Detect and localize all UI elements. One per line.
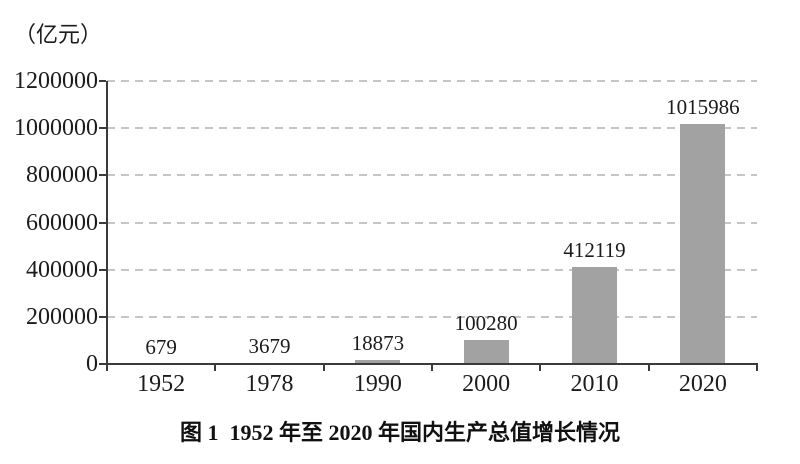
x-tick-mark-0 [106, 364, 108, 371]
y-tick-mark-800000 [99, 174, 106, 177]
y-tick-label-1200000: 1200000 [14, 68, 98, 94]
y-tick-label-600000: 600000 [26, 209, 98, 236]
y-tick-label-400000: 400000 [26, 256, 98, 283]
y-tick-mark-0 [99, 363, 106, 365]
y-tick-mark-600000 [99, 221, 106, 224]
x-tick-mark-2 [322, 364, 325, 371]
x-tick-mark-3 [431, 364, 433, 371]
bar-value-label-1990: 18873 [351, 330, 405, 355]
gridline-200000 [107, 315, 757, 318]
x-tick-label-1952: 1952 [137, 371, 186, 397]
bar-value-label-1978: 3679 [248, 334, 291, 359]
x-tick-mark-5 [647, 364, 650, 371]
x-tick-mark-4 [539, 364, 542, 371]
y-tick-mark-200000 [99, 315, 106, 318]
y-tick-label-1000000: 1000000 [14, 115, 98, 142]
gridline-600000 [107, 221, 757, 224]
x-tick-mark-1 [214, 364, 217, 371]
y-tick-label-200000: 200000 [26, 303, 98, 330]
figure-caption: 图 1 1952 年至 2020 年国内生产总值增长情况 [179, 420, 620, 445]
y-tick-mark-1000000 [99, 127, 106, 130]
x-tick-label-1978: 1978 [245, 371, 294, 397]
bar-value-label-1952: 679 [145, 334, 177, 359]
bar-value-label-2010: 412119 [563, 237, 626, 262]
x-tick-label-2000: 2000 [462, 371, 511, 397]
x-axis-line [106, 363, 758, 365]
plot-area: 679 3679 18873 100280 412119 1015986 0 200000 4… [14, 68, 758, 397]
y-tick-label-0: 0 [86, 351, 98, 377]
y-axis-line [106, 81, 108, 364]
x-tick-label-2020: 2020 [678, 371, 727, 397]
gridline-1000000 [107, 127, 757, 130]
bar-1990 [355, 359, 401, 364]
x-tick-label-1990: 1990 [353, 371, 402, 397]
bar-2020 [680, 124, 726, 364]
gridline-400000 [107, 268, 757, 271]
bar-2010 [572, 266, 617, 364]
x-tick-label-2010: 2010 [570, 371, 619, 397]
bar-value-label-2020: 1015986 [666, 95, 740, 120]
bar-value-label-2000: 100280 [454, 311, 518, 336]
x-tick-mark-6 [756, 364, 758, 371]
y-tick-mark-1200000 [99, 80, 106, 82]
y-axis-unit-label: （亿元） [14, 22, 103, 47]
gridline-1200000 [107, 80, 757, 82]
gridline-800000 [107, 174, 757, 177]
y-tick-mark-400000 [99, 268, 106, 271]
y-tick-label-800000: 800000 [26, 162, 98, 189]
bar-2000 [463, 340, 509, 364]
